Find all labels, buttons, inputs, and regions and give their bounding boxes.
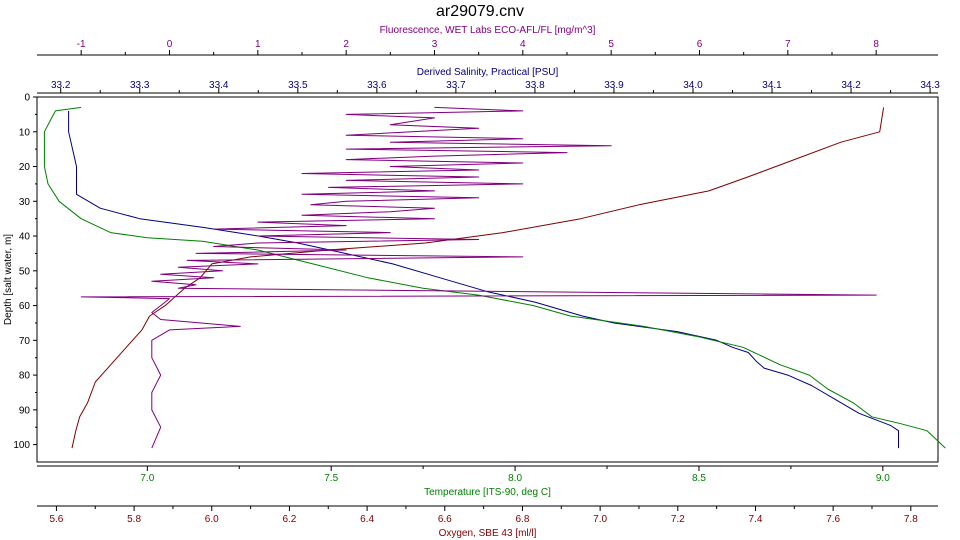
oxygen-tick-label-6: 6.8 <box>515 514 529 525</box>
fluorescence-tick-label-6: 5 <box>608 39 614 50</box>
salinity-tick-label-1: 33.3 <box>130 80 150 91</box>
oxygen-tick-label-2: 6.0 <box>205 514 219 525</box>
y-tick-label-0: 0 <box>24 93 30 104</box>
salinity-tick-label-10: 34.2 <box>841 80 861 91</box>
fluorescence-tick-label-8: 7 <box>785 39 791 50</box>
chart-title: ar29079.cnv <box>436 3 524 20</box>
fluorescence-tick-label-1: 0 <box>167 39 173 50</box>
salinity-axis-label: Derived Salinity, Practical [PSU] <box>417 67 559 78</box>
y-axis-label: Depth [salt water, m] <box>3 234 14 325</box>
fluorescence-axis-label: Fluorescence, WET Labs ECO-AFL/FL [mg/m^… <box>380 25 596 36</box>
fluorescence-tick-label-0: -1 <box>77 39 86 50</box>
salinity-tick-label-3: 33.5 <box>288 80 308 91</box>
temperature-tick-label-2: 8.0 <box>508 473 522 484</box>
y-tick-label-10: 100 <box>13 440 30 451</box>
temperature-tick-label-4: 9.0 <box>876 473 890 484</box>
fluorescence-profile-line <box>80 106 877 449</box>
temperature-profile-line <box>43 106 946 449</box>
oxygen-tick-label-8: 7.2 <box>671 514 685 525</box>
oxygen-tick-label-10: 7.6 <box>826 514 840 525</box>
y-tick-label-1: 10 <box>19 127 31 138</box>
oxygen-tick-label-9: 7.4 <box>749 514 763 525</box>
oxygen-tick-label-0: 5.6 <box>49 514 63 525</box>
y-tick-label-3: 30 <box>19 197 31 208</box>
salinity-tick-label-2: 33.4 <box>209 80 229 91</box>
salinity-tick-label-7: 33.9 <box>604 80 624 91</box>
temperature-tick-label-0: 7.0 <box>140 473 154 484</box>
salinity-profile-line <box>68 110 899 449</box>
fluorescence-tick-label-5: 4 <box>520 39 526 50</box>
temperature-axis-label: Temperature [ITS-90, deg C] <box>424 487 551 498</box>
salinity-tick-label-11: 34.3 <box>920 80 940 91</box>
salinity-tick-label-5: 33.7 <box>446 80 466 91</box>
y-tick-label-5: 50 <box>19 266 31 277</box>
oxygen-profile-line <box>71 107 885 449</box>
fluorescence-tick-label-7: 6 <box>697 39 703 50</box>
y-tick-label-4: 40 <box>19 232 31 243</box>
oxygen-tick-label-3: 6.2 <box>282 514 296 525</box>
plot-frame <box>36 96 939 463</box>
y-tick-label-8: 80 <box>19 371 31 382</box>
series-layer <box>43 106 946 449</box>
salinity-tick-label-9: 34.1 <box>762 80 782 91</box>
y-tick-label-9: 90 <box>19 405 31 416</box>
oxygen-tick-label-7: 7.0 <box>593 514 607 525</box>
y-tick-label-2: 20 <box>19 162 31 173</box>
salinity-tick-label-8: 34.0 <box>683 80 703 91</box>
fluorescence-tick-label-3: 2 <box>343 39 349 50</box>
fluorescence-tick-label-2: 1 <box>255 39 261 50</box>
temperature-tick-label-1: 7.5 <box>324 473 338 484</box>
y-tick-label-7: 70 <box>19 336 31 347</box>
oxygen-tick-label-5: 6.6 <box>438 514 452 525</box>
fluorescence-tick-label-9: 8 <box>873 39 879 50</box>
salinity-tick-label-4: 33.6 <box>367 80 387 91</box>
temperature-tick-label-3: 8.5 <box>692 473 706 484</box>
y-tick-label-6: 60 <box>19 301 31 312</box>
salinity-tick-label-0: 33.2 <box>51 80 71 91</box>
oxygen-tick-label-1: 5.8 <box>127 514 141 525</box>
oxygen-axis-label: Oxygen, SBE 43 [ml/l] <box>439 528 537 539</box>
oxygen-tick-label-11: 7.8 <box>904 514 918 525</box>
oxygen-tick-label-4: 6.4 <box>360 514 374 525</box>
fluorescence-tick-label-4: 3 <box>432 39 438 50</box>
salinity-tick-label-6: 33.8 <box>525 80 545 91</box>
